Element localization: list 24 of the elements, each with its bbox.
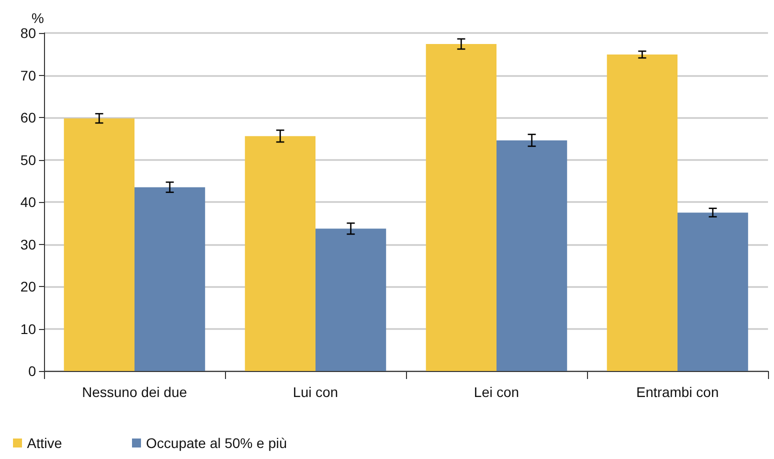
y-tick-label: 60	[20, 110, 36, 126]
bar	[678, 212, 748, 371]
y-tick-label: 0	[28, 363, 36, 379]
y-tick-label: 30	[20, 236, 36, 252]
bar	[64, 118, 134, 371]
y-tick-label: 80	[20, 25, 36, 41]
y-tick-label: 40	[20, 194, 36, 210]
x-tick-label: Lei con	[474, 384, 520, 400]
bar	[244, 136, 316, 371]
y-axis-title: %	[32, 10, 44, 26]
x-tick-label: Lui con	[292, 384, 338, 400]
y-tick-label: 10	[20, 320, 36, 337]
y-tick-label: 20	[20, 278, 36, 294]
y-tick-label: 70	[20, 67, 36, 84]
bar	[496, 140, 568, 371]
x-tick-label: Nessuno dei due	[82, 384, 188, 400]
bar	[426, 44, 496, 371]
y-tick-label: 50	[20, 152, 36, 168]
bar	[134, 187, 206, 371]
bar	[606, 54, 678, 371]
legend-label: Occupate al 50% e più	[146, 435, 287, 451]
legend-label: Attive	[27, 435, 62, 451]
x-tick-label: Entrambi con	[636, 384, 719, 400]
bar	[316, 228, 386, 371]
